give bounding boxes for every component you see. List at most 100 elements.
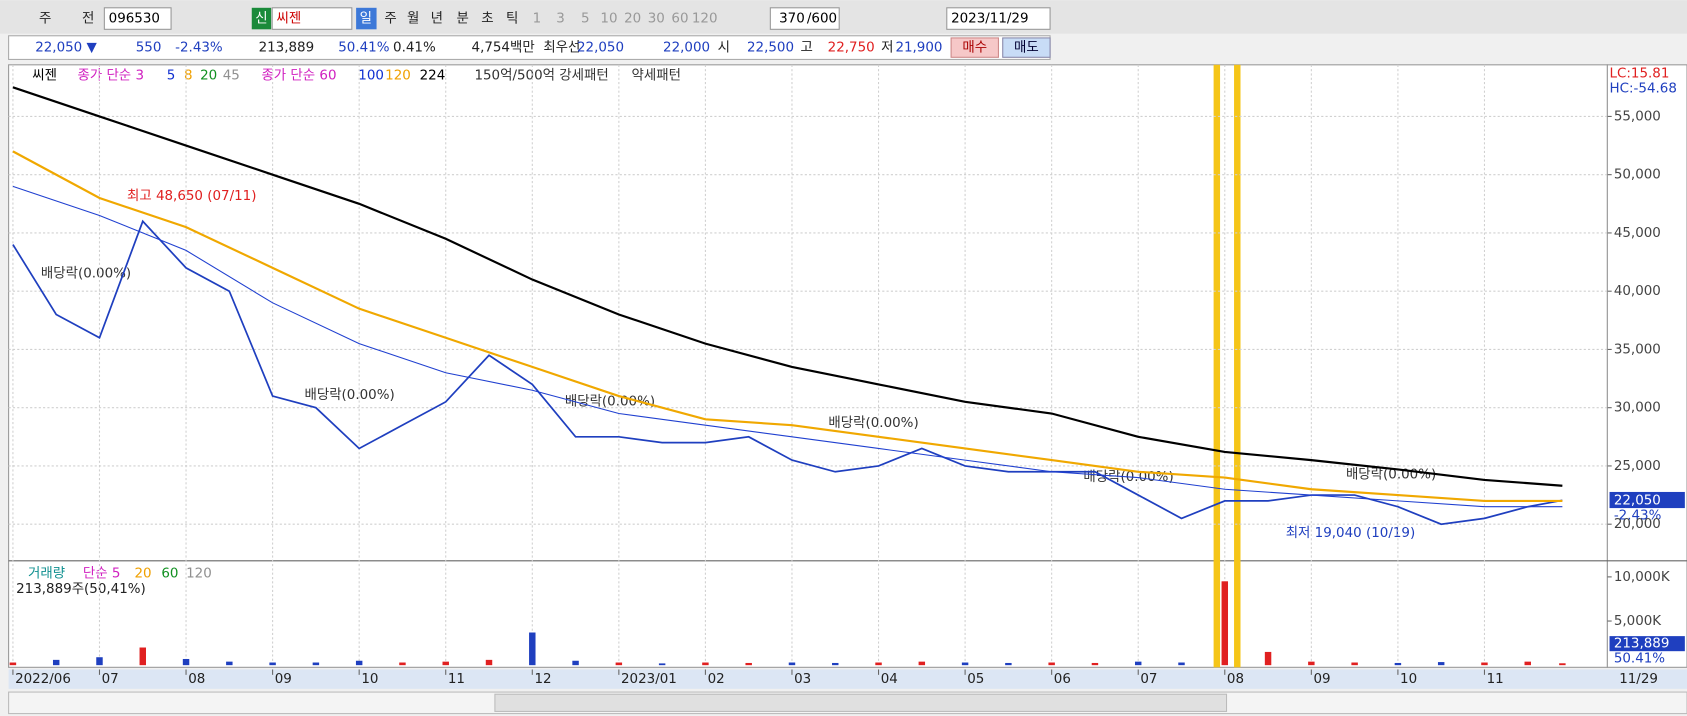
- toolbar-button[interactable]: 주: [39, 12, 51, 27]
- period-button[interactable]: 년: [431, 11, 443, 27]
- volume-bar: [226, 661, 233, 666]
- hc-label: HC:-54.68: [1610, 81, 1677, 96]
- period-selected[interactable]: [356, 7, 377, 30]
- period-button[interactable]: 일: [360, 11, 372, 27]
- last-pct: -2.43%: [1614, 509, 1662, 524]
- quote-turnover: 0.41%: [393, 41, 436, 56]
- volume-bar: [312, 662, 320, 666]
- interval-button[interactable]: 20: [624, 12, 641, 27]
- lc-label: LC:15.81: [1610, 66, 1670, 81]
- volume-bar: [832, 662, 839, 666]
- dividend-annotation: 배당락(0.00%): [828, 415, 918, 431]
- quote-sell[interactable]: 매도: [1014, 40, 1039, 56]
- volume-bar: [1394, 662, 1402, 666]
- volume-bar: [485, 659, 493, 666]
- buy-button[interactable]: [950, 37, 999, 58]
- count-max: /600: [807, 12, 837, 27]
- volume-bar: [399, 662, 406, 666]
- interval-button[interactable]: 10: [600, 12, 617, 27]
- quote-high: 22,750: [828, 41, 875, 56]
- x-tick-label: 06: [1054, 672, 1071, 687]
- period-button[interactable]: 분: [456, 12, 468, 27]
- x-tick-label: 12: [534, 672, 551, 687]
- x-tick-label: 10: [361, 672, 378, 687]
- x-tick-label: 08: [188, 672, 205, 687]
- interval-button[interactable]: 3: [556, 12, 565, 27]
- highlight: [1213, 64, 1221, 668]
- toolbar-button[interactable]: 전: [82, 11, 94, 27]
- volume-bar: [1264, 651, 1272, 666]
- series-line: [12, 185, 1563, 508]
- scroll-thumb[interactable]: [494, 693, 1228, 712]
- quote-buy[interactable]: 매수: [962, 40, 987, 56]
- axis-date: 11/29: [1619, 672, 1658, 687]
- interval-button[interactable]: 60: [671, 12, 688, 27]
- dividend-annotation: 배당락(0.00%): [41, 266, 131, 282]
- period-button[interactable]: 초: [481, 12, 493, 27]
- quote-high-label: 고: [800, 41, 812, 56]
- y-tick-label: 10,000K: [1614, 570, 1671, 585]
- stock-name: 씨젠: [277, 11, 302, 27]
- sell-button[interactable]: [1002, 37, 1051, 58]
- legend-item: 100: [358, 69, 384, 84]
- volume-bar: [1178, 662, 1185, 666]
- y-tick-label: 50,000: [1614, 168, 1661, 183]
- last-volume-pct: 50.41%: [1614, 652, 1665, 667]
- quote-volume: 213,889: [259, 41, 315, 56]
- legend-item: 150억/500억 강세패턴: [474, 68, 608, 84]
- date-input[interactable]: [946, 7, 1051, 30]
- volume-bar: [1134, 661, 1142, 666]
- volume-bar: [182, 658, 190, 666]
- high-annotation: 최고 48,650 (07/11): [127, 188, 257, 204]
- volume-legend-item: 120: [186, 567, 212, 582]
- volume-bar: [1481, 662, 1488, 666]
- volume-legend-item: 거래량: [28, 566, 65, 582]
- legend-item: 20: [200, 69, 217, 84]
- last-volume: 213,889: [1614, 637, 1670, 652]
- volume-bar: [1559, 663, 1566, 666]
- period-button[interactable]: 틱: [506, 11, 518, 27]
- low-annotation: 최저 19,040 (10/19): [1286, 525, 1415, 541]
- code-input[interactable]: [103, 7, 172, 30]
- legend-item: 45: [223, 69, 240, 84]
- legend-item: 8: [184, 69, 193, 84]
- interval-button[interactable]: 30: [648, 12, 665, 27]
- volume-bar: [961, 662, 969, 666]
- volume-bar: [355, 660, 363, 666]
- quote-amount: 4,754백만: [472, 40, 535, 56]
- name-input[interactable]: [271, 7, 353, 30]
- volume-bar: [529, 632, 536, 666]
- y-tick-label: 40,000: [1614, 284, 1661, 299]
- legend-item: 5: [167, 69, 176, 84]
- volume-bar: [702, 662, 709, 666]
- quote-open-label: 시: [718, 41, 730, 56]
- interval-button[interactable]: 5: [581, 12, 590, 27]
- y-tick-label: 20,000: [1614, 517, 1661, 532]
- volume-bar: [96, 657, 103, 666]
- x-tick-label: 05: [967, 672, 984, 687]
- x-tick-label: 03: [794, 672, 811, 687]
- period-button[interactable]: 주: [384, 12, 396, 27]
- count: 370: [779, 12, 805, 27]
- volume-caption: 213,889주(50,41%): [16, 582, 146, 597]
- legend-item: 224: [420, 69, 446, 84]
- volume-bar: [442, 661, 449, 666]
- legend-item: 씨젠: [32, 68, 57, 84]
- last-price: 22,050: [1614, 494, 1661, 509]
- interval-button[interactable]: 1: [533, 12, 542, 27]
- market: 신: [255, 11, 267, 27]
- y-tick-label: 55,000: [1614, 109, 1661, 124]
- quote-best-label: 최우선: [543, 40, 580, 56]
- date: 2023/11/29: [951, 12, 1028, 27]
- x-tick-label: 07: [1140, 672, 1157, 687]
- volume-bar: [1091, 662, 1099, 666]
- volume-bar: [1048, 662, 1055, 666]
- interval-button[interactable]: 120: [692, 12, 718, 27]
- x-tick-label: 2022/06: [15, 672, 71, 687]
- volume-bar: [1221, 581, 1229, 666]
- count-input[interactable]: [769, 7, 840, 30]
- volume-bar: [658, 663, 666, 666]
- period-button[interactable]: 월: [407, 11, 419, 27]
- quote-ask: 22,050: [577, 41, 624, 56]
